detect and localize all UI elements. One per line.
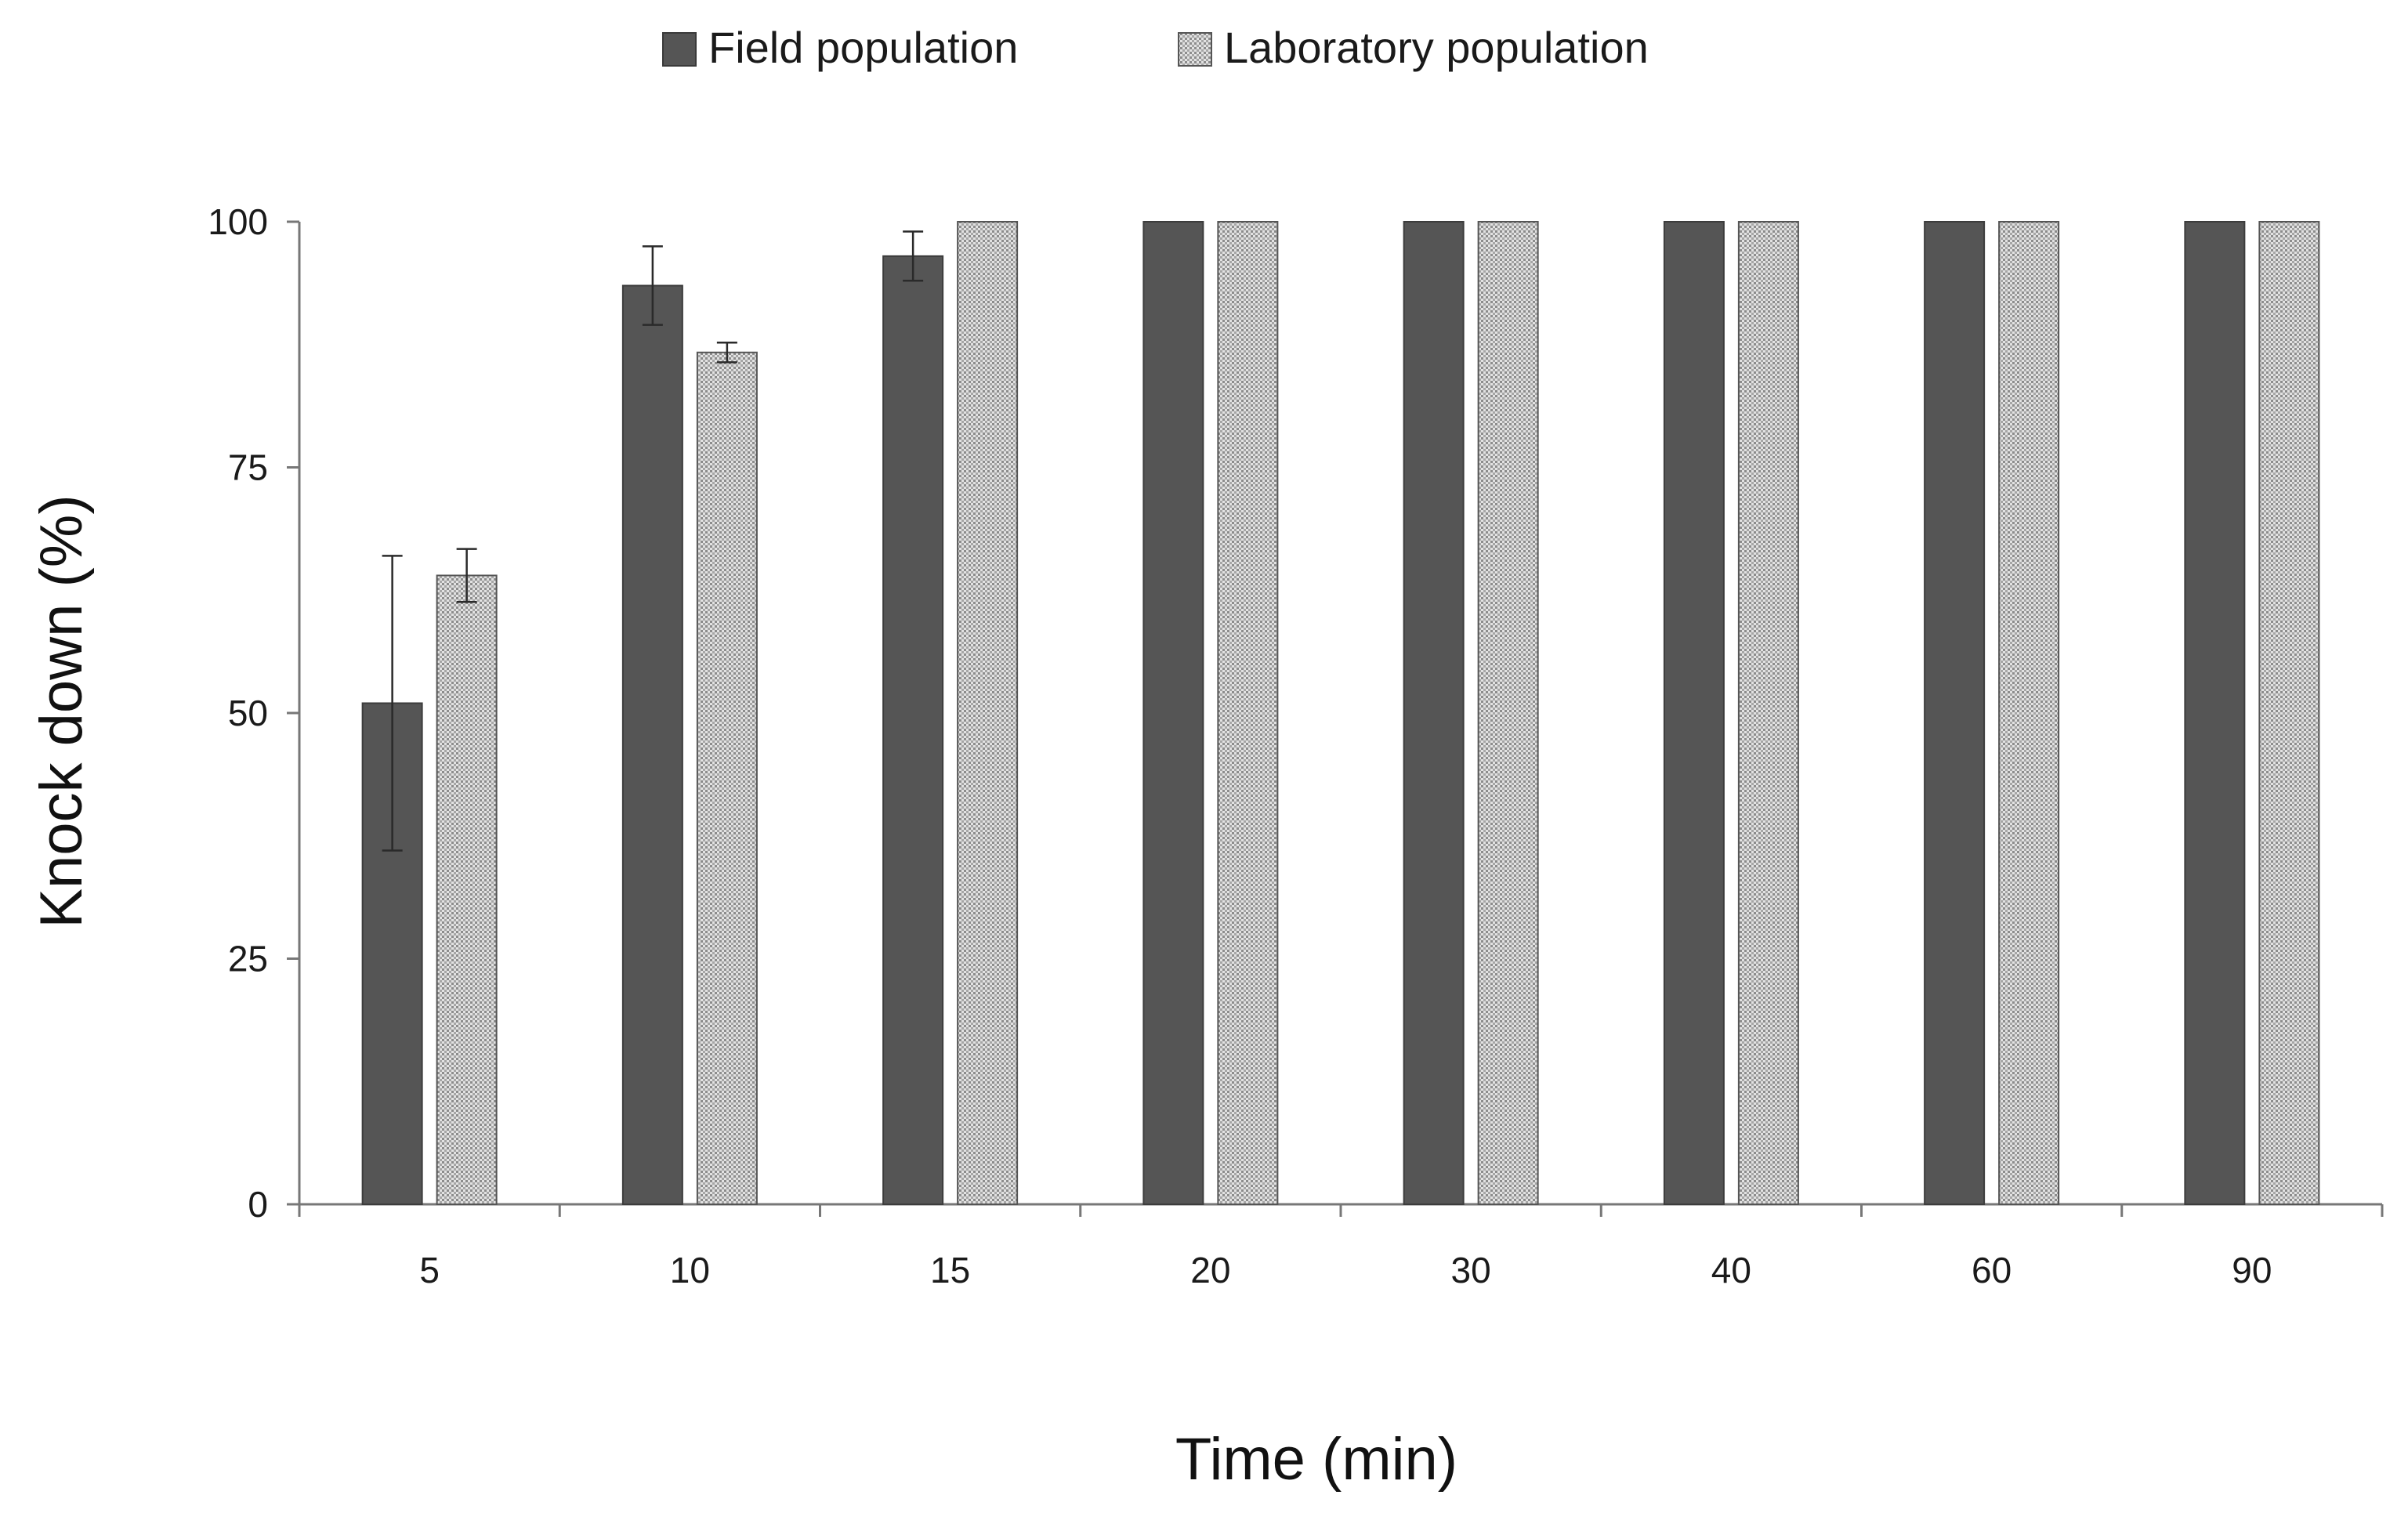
bar-laboratory-10 — [696, 351, 758, 1206]
y-tick-label: 75 — [228, 447, 268, 488]
error-bar-field-5 — [382, 555, 403, 852]
error-bar-laboratory-10 — [716, 341, 737, 364]
bar-field-40 — [1663, 221, 1725, 1205]
bar-field-15 — [882, 255, 944, 1205]
bar-laboratory-90 — [2258, 221, 2320, 1205]
bar-laboratory-30 — [1477, 221, 1539, 1205]
legend-swatch-laboratory — [1178, 32, 1212, 67]
x-tick-label: 90 — [2232, 1250, 2272, 1290]
bar-field-60 — [1924, 221, 1986, 1205]
bar-laboratory-15 — [957, 221, 1019, 1205]
x-tick-label: 15 — [930, 1250, 970, 1290]
x-tick-label: 30 — [1451, 1250, 1491, 1290]
x-tick-label: 10 — [670, 1250, 710, 1290]
x-tick-label: 60 — [1972, 1250, 2011, 1290]
legend: Field population Laboratory population — [662, 23, 1649, 72]
x-tick-label: 20 — [1190, 1250, 1230, 1290]
y-axis: 0 25 50 75 100 — [208, 201, 301, 1225]
legend-label-field: Field population — [708, 23, 1018, 72]
x-axis-title: Time (min) — [1175, 1426, 1457, 1493]
bar-laboratory-20 — [1217, 221, 1279, 1205]
x-tick-label: 40 — [1711, 1250, 1751, 1290]
x-axis: 5 10 15 20 30 40 60 90 — [298, 1203, 2384, 1290]
bar-laboratory-40 — [1737, 221, 1799, 1205]
bar-field-5 — [361, 702, 423, 1205]
bar-field-30 — [1403, 221, 1465, 1205]
y-tick-label: 25 — [228, 939, 268, 979]
y-tick-label: 50 — [228, 693, 268, 733]
legend-label-laboratory: Laboratory population — [1224, 23, 1649, 72]
error-bar-field-15 — [903, 230, 924, 282]
y-tick-label: 0 — [248, 1184, 268, 1225]
x-tick-label: 5 — [419, 1250, 440, 1290]
bar-laboratory-60 — [1998, 221, 2060, 1205]
y-axis-title: Knock down (%) — [28, 494, 95, 928]
bar-field-10 — [621, 284, 683, 1205]
error-bar-laboratory-5 — [456, 548, 477, 603]
bar-laboratory-5 — [436, 574, 498, 1205]
bar-field-20 — [1142, 221, 1204, 1205]
error-bar-field-10 — [642, 245, 663, 326]
error-bars — [382, 230, 924, 852]
bars — [361, 221, 2320, 1206]
bar-field-90 — [2184, 221, 2246, 1205]
y-tick-label: 100 — [208, 201, 268, 242]
legend-swatch-field — [662, 32, 697, 67]
